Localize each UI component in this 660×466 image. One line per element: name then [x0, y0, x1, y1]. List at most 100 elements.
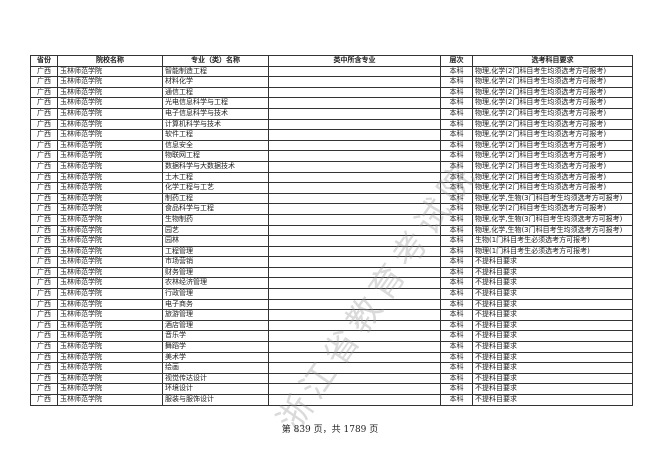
table-row: 广西 玉林师范学院 物联网工程 本科 物理,化学(2门科目考生均须选考方可报考) — [30, 150, 633, 162]
table-cell: 广西 — [30, 351, 58, 364]
table-cell: 不提科目要求 — [472, 383, 633, 395]
table-cell: 农林经济管理 — [162, 277, 269, 290]
table-cell: 本科 — [440, 171, 473, 184]
table-row: 广西 玉林师范学院 视觉传达设计 本科 不提科目要求 — [30, 372, 633, 385]
table-cell: 物理,化学(2门科目考生均须选考方可报考) — [472, 160, 633, 173]
table-cell: 玉林师范学院 — [57, 118, 163, 131]
table-cell: 电子商务 — [162, 298, 269, 311]
table-cell: 广西 — [30, 139, 58, 152]
table-row: 广西 玉林师范学院 通信工程 本科 物理,化学(2门科目考生均须选考方可报考) — [30, 86, 633, 99]
table-cell — [268, 351, 441, 364]
table-cell: 电子信息科学与技术 — [162, 107, 269, 120]
table-cell: 玉林师范学院 — [57, 224, 163, 237]
table-cell: 本科 — [440, 203, 473, 215]
table-cell — [268, 203, 441, 215]
table-row: 广西 玉林师范学院 旅游管理 本科 不提科目要求 — [30, 309, 633, 321]
table-cell: 广西 — [30, 394, 58, 406]
table-cell — [268, 394, 441, 406]
table-cell: 本科 — [440, 277, 473, 290]
table-cell: 玉林师范学院 — [57, 182, 163, 194]
table-cell: 生物制药 — [162, 213, 269, 226]
table-row: 广西 玉林师范学院 制药工程 本科 物理,化学,生物(3门科目考生均须选考方可报考) — [30, 192, 633, 205]
table-cell: 玉林师范学院 — [57, 129, 163, 141]
table-cell: 广西 — [30, 97, 58, 109]
table-cell: 玉林师范学院 — [57, 107, 163, 120]
table-cell: 物理,化学(2门科目考生均须选考方可报考) — [472, 118, 633, 131]
table-cell — [268, 160, 441, 173]
table-cell: 本科 — [440, 129, 473, 141]
table-cell: 玉林师范学院 — [57, 319, 163, 332]
table-cell — [268, 65, 441, 78]
table-cell: 玉林师范学院 — [57, 76, 163, 88]
table-cell: 广西 — [30, 224, 58, 237]
table-cell: 不提科目要求 — [472, 372, 633, 385]
table-row: 广西 玉林师范学院 酒店管理 本科 不提科目要求 — [30, 319, 633, 332]
table-cell: 物理,化学(2门科目考生均须选考方可报考) — [472, 150, 633, 162]
table-cell: 不提科目要求 — [472, 277, 633, 290]
table-cell — [268, 245, 441, 258]
table-cell — [268, 383, 441, 395]
table-cell: 玉林师范学院 — [57, 372, 163, 385]
table-cell: 园艺 — [162, 224, 269, 237]
table-cell: 不提科目要求 — [472, 319, 633, 332]
table-cell: 玉林师范学院 — [57, 362, 163, 374]
table-cell — [268, 76, 441, 88]
table-cell: 玉林师范学院 — [57, 86, 163, 99]
table-cell: 食品科学与工程 — [162, 203, 269, 215]
table-cell: 物理,化学,生物(3门科目考生均须选考方可报考) — [472, 213, 633, 226]
table-cell — [268, 319, 441, 332]
table-cell: 广西 — [30, 129, 58, 141]
table-cell — [268, 298, 441, 311]
table-row: 广西 玉林师范学院 材料化学 本科 物理,化学(2门科目考生均须选考方可报考) — [30, 76, 633, 88]
table-cell: 广西 — [30, 277, 58, 290]
table-cell: 信息安全 — [162, 139, 269, 152]
table-row: 广西 玉林师范学院 土木工程 本科 物理,化学(2门科目考生均须选考方可报考) — [30, 171, 633, 184]
table-cell: 本科 — [440, 256, 473, 268]
table-cell: 本科 — [440, 97, 473, 109]
table-cell: 不提科目要求 — [472, 362, 633, 374]
table-cell: 本科 — [440, 76, 473, 88]
table-row: 广西 玉林师范学院 环境设计 本科 不提科目要求 — [30, 383, 633, 395]
table-cell: 广西 — [30, 76, 58, 88]
table-cell: 不提科目要求 — [472, 298, 633, 311]
table-cell: 广西 — [30, 383, 58, 395]
table-row: 广西 玉林师范学院 智能制造工程 本科 物理,化学(2门科目考生均须选考方可报考) — [30, 65, 633, 78]
table-cell: 广西 — [30, 118, 58, 131]
table-cell: 行政管理 — [162, 288, 269, 300]
table-cell — [268, 97, 441, 109]
table-cell: 玉林师范学院 — [57, 277, 163, 290]
table-cell: 生物(1门科目考生必须选考方可报考) — [472, 235, 633, 247]
column-header: 院校名称 — [57, 55, 163, 67]
table-cell — [268, 86, 441, 99]
table-row: 广西 玉林师范学院 美术学 本科 不提科目要求 — [30, 351, 633, 364]
table-cell — [268, 118, 441, 131]
table-cell: 广西 — [30, 160, 58, 173]
table-cell: 本科 — [440, 298, 473, 311]
table-cell: 计算机科学与技术 — [162, 118, 269, 131]
table-cell: 玉林师范学院 — [57, 235, 163, 247]
table-row: 广西 玉林师范学院 财务管理 本科 不提科目要求 — [30, 266, 633, 279]
table-row: 广西 玉林师范学院 工程管理 本科 物理(1门科目考生必须选考方可报考) — [30, 245, 633, 258]
table-cell: 广西 — [30, 107, 58, 120]
table-cell: 财务管理 — [162, 266, 269, 279]
table-cell: 物理,化学(2门科目考生均须选考方可报考) — [472, 171, 633, 184]
table-cell: 本科 — [440, 192, 473, 205]
table-cell: 广西 — [30, 65, 58, 78]
table-cell: 玉林师范学院 — [57, 65, 163, 78]
table-cell: 广西 — [30, 235, 58, 247]
table-cell: 酒店管理 — [162, 319, 269, 332]
table-cell: 园林 — [162, 235, 269, 247]
table-cell: 化学工程与工艺 — [162, 182, 269, 194]
table-cell: 本科 — [440, 309, 473, 321]
table-cell: 玉林师范学院 — [57, 171, 163, 184]
table-cell: 不提科目要求 — [472, 266, 633, 279]
table-cell — [268, 330, 441, 343]
table-cell: 视觉传达设计 — [162, 372, 269, 385]
table-row: 广西 玉林师范学院 光电信息科学与工程 本科 物理,化学(2门科目考生均须选考方可报考) — [30, 97, 633, 109]
table-cell — [268, 309, 441, 321]
column-header: 层次 — [440, 55, 473, 67]
table-cell: 广西 — [30, 362, 58, 374]
table-row: 广西 玉林师范学院 计算机科学与技术 本科 物理,化学(2门科目考生均须选考方可报考) — [30, 118, 633, 131]
table-cell — [268, 213, 441, 226]
table-cell: 不提科目要求 — [472, 341, 633, 353]
